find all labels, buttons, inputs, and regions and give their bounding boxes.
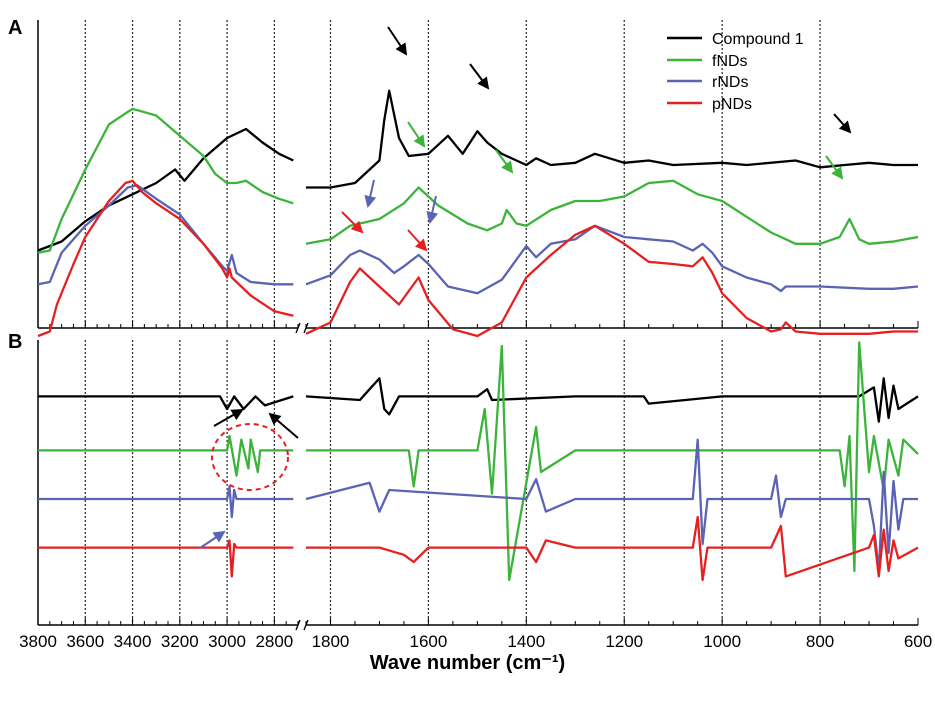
- x-tick-label: 800: [806, 632, 834, 651]
- series-line-fnds-panel-b-right: [306, 341, 919, 582]
- x-tick-label: 1600: [409, 632, 447, 651]
- x-tick-label: 3200: [161, 632, 199, 651]
- legend-label-pnds: pNDs: [712, 96, 752, 113]
- panel-label-a: A: [8, 17, 22, 39]
- series-line-pnds-panel-b-right: [306, 515, 919, 582]
- x-tick-label: 600: [904, 632, 932, 651]
- arrow-blue-1620: [426, 195, 439, 224]
- tick-labels: 3800 3600 3400 3200 3000 2800 1800 1600 1400 1200…: [19, 632, 932, 651]
- series-line-fnds-panel-a-right: [305, 179, 919, 245]
- series-line-compound-1-panel-b-left: [38, 395, 294, 411]
- panel-label-b: B: [8, 331, 22, 353]
- series-line-rnds-panel-a-left: [37, 184, 294, 286]
- axes: [37, 20, 919, 631]
- x-tick-label: 3800: [19, 632, 57, 651]
- arrow-black-b-1: [213, 409, 244, 427]
- legend: Compound 1 fNDs rNDs pNDs: [667, 31, 804, 113]
- series-line-pnds-panel-b-left: [38, 539, 294, 578]
- x-tick-label: 3600: [66, 632, 104, 651]
- x-tick-label: 2800: [255, 632, 293, 651]
- series-line-pnds-panel-a-left: [37, 179, 294, 338]
- arrow-black-1680: [387, 26, 408, 56]
- series-line-pnds-panel-a-right: [305, 224, 918, 338]
- series-line-rnds-panel-b-right: [305, 438, 918, 573]
- x-tick-label: 1000: [703, 632, 741, 651]
- arrow-green-1640: [407, 121, 426, 148]
- series-line-rnds-panel-b-left: [38, 485, 294, 519]
- legend-label-rnds: rNDs: [712, 74, 748, 91]
- legend-label-compound-1: Compound 1: [712, 31, 804, 48]
- x-tick-label: 3400: [114, 632, 152, 651]
- arrow-red-1630: [407, 229, 428, 252]
- series-line-compound-1-panel-b-right: [305, 377, 919, 423]
- series-line-compound-1-panel-a-right: [306, 89, 918, 189]
- arrow-red-1760: [341, 211, 364, 234]
- series-line-fnds-panel-a-left: [37, 107, 294, 254]
- series-layer: [37, 89, 919, 582]
- x-tick-label: 3000: [208, 632, 246, 651]
- series-line-fnds-panel-b-left: [38, 434, 294, 477]
- arrow-blue-1750: [364, 179, 377, 208]
- arrow-black-b-2: [268, 412, 299, 439]
- arrow-black-740: [833, 113, 852, 134]
- grid-lines: [84, 20, 821, 625]
- x-tick-label: 1200: [605, 632, 643, 651]
- arrow-green-740: [825, 155, 844, 180]
- annotations: [199, 26, 852, 549]
- x-tick-label: 1800: [312, 632, 350, 651]
- arrow-black-1500: [469, 63, 490, 90]
- highlight-circle: [211, 423, 289, 491]
- series-line-compound-1-panel-a-left: [37, 127, 294, 252]
- x-axis-label: Wave number (cm⁻¹): [369, 652, 566, 674]
- legend-label-fnds: fNDs: [712, 53, 748, 70]
- x-tick-label: 1400: [507, 632, 545, 651]
- arrow-blue-b: [199, 530, 226, 549]
- arrow-green-1450: [495, 149, 514, 174]
